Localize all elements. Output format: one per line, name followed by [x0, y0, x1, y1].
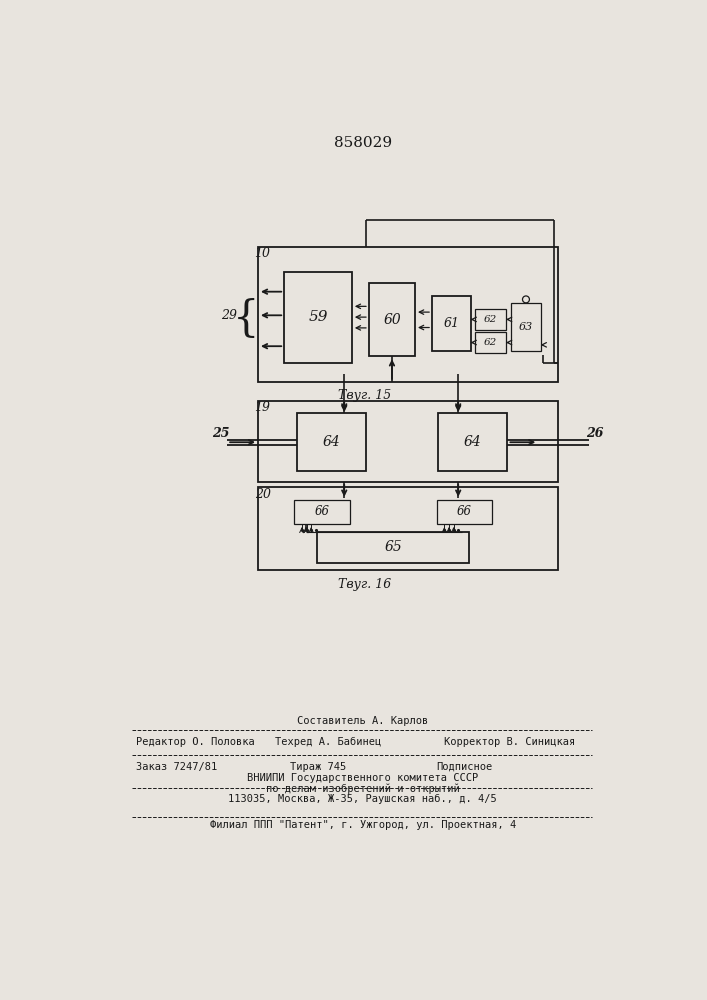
Text: 61: 61 — [443, 317, 460, 330]
Text: 29: 29 — [221, 309, 237, 322]
Text: Τвуг. 16: Τвуг. 16 — [338, 578, 391, 591]
Text: 858029: 858029 — [334, 136, 392, 150]
Bar — [511, 303, 541, 351]
Text: ВНИИПИ Государственного комитета СССР: ВНИИПИ Государственного комитета СССР — [247, 773, 479, 783]
Text: 65: 65 — [385, 540, 402, 554]
Text: 66: 66 — [315, 505, 329, 518]
Text: 63: 63 — [519, 322, 533, 332]
Bar — [475, 332, 506, 353]
Bar — [258, 247, 559, 382]
Text: 64: 64 — [464, 435, 481, 449]
Text: 64: 64 — [322, 435, 340, 449]
Text: 113035, Москва, Ж-35, Раушская наб., д. 4/5: 113035, Москва, Ж-35, Раушская наб., д. … — [228, 794, 497, 804]
Bar — [296, 413, 366, 471]
Text: 20: 20 — [255, 488, 271, 501]
Bar — [432, 296, 471, 351]
Bar — [437, 500, 492, 524]
Bar — [475, 309, 506, 330]
Bar — [369, 283, 415, 356]
Text: Тираж 745: Тираж 745 — [291, 762, 346, 772]
Text: Подписное: Подписное — [437, 762, 493, 772]
Text: 60: 60 — [383, 313, 401, 327]
Text: Редактор О. Половка: Редактор О. Половка — [136, 737, 255, 747]
Text: 26: 26 — [587, 427, 604, 440]
Text: Корректор В. Синицкая: Корректор В. Синицкая — [444, 737, 575, 747]
Text: Заказ 7247/81: Заказ 7247/81 — [136, 762, 218, 772]
Bar — [258, 401, 559, 482]
Text: Τвуг. 15: Τвуг. 15 — [338, 389, 391, 402]
Text: Техред А. Бабинец: Техред А. Бабинец — [275, 737, 381, 747]
Bar — [258, 487, 559, 570]
Text: 66: 66 — [457, 505, 472, 518]
Text: Филиал ППП "Патент", г. Ужгород, ул. Проектная, 4: Филиал ППП "Патент", г. Ужгород, ул. Про… — [209, 820, 516, 830]
Text: 62: 62 — [484, 338, 497, 347]
Bar — [438, 413, 508, 471]
Text: по делам изобретений и открытий: по делам изобретений и открытий — [266, 783, 460, 794]
Text: 59: 59 — [308, 310, 328, 324]
Bar — [294, 500, 350, 524]
Text: 19: 19 — [255, 401, 271, 414]
Text: 62: 62 — [484, 315, 497, 324]
Bar — [317, 532, 469, 563]
Text: 25: 25 — [212, 427, 230, 440]
Text: 10: 10 — [255, 247, 271, 260]
Bar — [284, 272, 352, 363]
Text: Составитель А. Карлов: Составитель А. Карлов — [297, 716, 428, 726]
Text: {: { — [233, 298, 259, 340]
